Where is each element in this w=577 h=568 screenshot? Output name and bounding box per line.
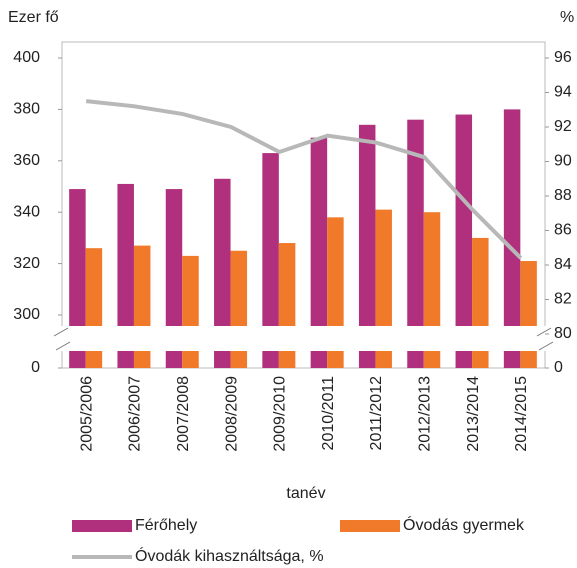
legend-swatch bbox=[72, 520, 132, 532]
legend-swatch bbox=[340, 520, 400, 532]
x-axis-label: tanév bbox=[286, 485, 325, 502]
x-tick-label: 2005/2006 bbox=[78, 376, 95, 452]
plot-frame bbox=[61, 41, 546, 369]
y-tick-label: 300 bbox=[13, 306, 40, 323]
bar bbox=[520, 261, 537, 368]
x-tick-label: 2007/2008 bbox=[175, 376, 192, 452]
legend-label: Férőhely bbox=[135, 517, 197, 534]
bar bbox=[310, 137, 328, 368]
break-band bbox=[54, 326, 553, 351]
y-tick-label: 380 bbox=[13, 101, 40, 118]
x-tick-label: 2009/2010 bbox=[272, 376, 289, 452]
x-tick-label: 2006/2007 bbox=[127, 376, 144, 452]
legend-label: Óvodás gyermek bbox=[403, 515, 525, 534]
line bbox=[85, 99, 523, 260]
y-tick-label: 360 bbox=[13, 152, 40, 169]
y-tick-label: 320 bbox=[13, 255, 40, 272]
x-tick-label: 2012/2013 bbox=[416, 376, 433, 452]
x-tick-label: 2013/2014 bbox=[465, 376, 482, 452]
y2-axis-label: % bbox=[560, 9, 574, 26]
y2-tick-label: 80 bbox=[554, 325, 572, 342]
y-tick-label: 340 bbox=[13, 203, 40, 220]
y-tick-label: 0 bbox=[31, 359, 40, 376]
x-tick-label: 2010/2011 bbox=[320, 376, 337, 451]
bar bbox=[117, 183, 134, 368]
bar bbox=[214, 178, 231, 368]
y2-tick-label: 92 bbox=[554, 118, 572, 135]
bar bbox=[182, 255, 199, 368]
y-tick-label: 400 bbox=[13, 49, 40, 66]
legend-label: Óvodák kihasználtsága, % bbox=[135, 546, 324, 565]
y2-tick-label: 90 bbox=[554, 153, 572, 170]
x-tick-label: 2011/2012 bbox=[368, 376, 385, 451]
bar bbox=[358, 124, 376, 368]
bar bbox=[262, 153, 279, 368]
y2-tick-label: 84 bbox=[554, 256, 572, 273]
y2-tick-label: 88 bbox=[554, 187, 572, 204]
axis-break bbox=[53, 326, 554, 351]
x-tick-label: 2008/2009 bbox=[223, 376, 240, 452]
y2-tick-label: 96 bbox=[554, 49, 572, 66]
bar bbox=[503, 109, 521, 369]
y-axis-label: Ezer fő bbox=[8, 9, 59, 26]
bar bbox=[455, 114, 473, 368]
break-mark bbox=[536, 327, 554, 351]
bar bbox=[69, 189, 86, 368]
y2-tick-label: 82 bbox=[554, 291, 572, 308]
y2-tick-label: 86 bbox=[554, 222, 572, 239]
x-tick-label: 2014/2015 bbox=[513, 376, 530, 452]
y2-tick-label: 0 bbox=[554, 359, 563, 376]
bar bbox=[165, 189, 183, 368]
break-mark bbox=[53, 327, 71, 351]
bar bbox=[407, 119, 424, 369]
y2-tick-label: 94 bbox=[554, 84, 572, 101]
